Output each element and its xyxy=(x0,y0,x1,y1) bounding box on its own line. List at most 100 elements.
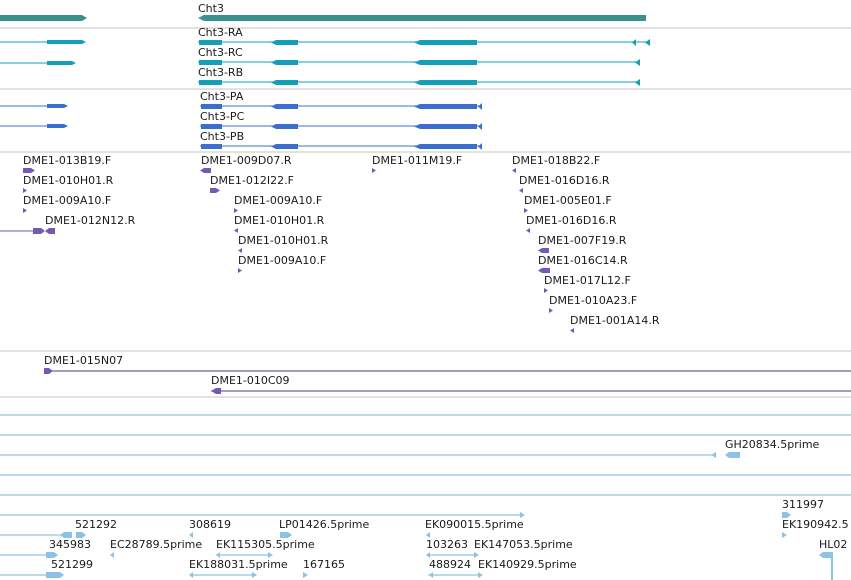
clone-end-feature[interactable] xyxy=(570,328,574,333)
est-label: EK190942.5 xyxy=(782,518,849,531)
transcript-exon[interactable] xyxy=(635,79,640,86)
est-feature[interactable] xyxy=(831,558,833,580)
est-feature[interactable] xyxy=(110,552,114,558)
clone-end-feature[interactable] xyxy=(538,248,549,253)
protein-exon[interactable] xyxy=(478,103,482,110)
clone-end-feature[interactable] xyxy=(544,288,548,293)
clone-end-feature[interactable] xyxy=(234,228,238,233)
est-feature[interactable] xyxy=(189,572,193,578)
est-feature[interactable] xyxy=(429,572,433,578)
transcript-exon[interactable] xyxy=(47,40,86,44)
est-feature[interactable] xyxy=(252,572,257,578)
clone-end-label: DME1-010H01.R xyxy=(234,214,325,227)
clone-end-label: DME1-007F19.R xyxy=(538,234,627,247)
protein-exon[interactable] xyxy=(414,104,477,109)
clone-end-feature[interactable] xyxy=(23,168,35,173)
est-feature[interactable] xyxy=(46,572,64,578)
clone-end-feature[interactable] xyxy=(45,228,55,234)
clone-end-label: DME1-009A10.F xyxy=(238,254,326,267)
transcript-exon[interactable] xyxy=(199,40,222,45)
transcript-exon[interactable] xyxy=(47,61,76,65)
transcript-exon[interactable] xyxy=(199,60,222,65)
clone-end-label: DME1-016D16.R xyxy=(526,214,617,227)
est-feature[interactable] xyxy=(711,452,716,458)
protein-exon[interactable] xyxy=(201,144,222,149)
est-feature[interactable] xyxy=(782,532,787,538)
est-feature[interactable] xyxy=(725,452,740,458)
protein-exon[interactable] xyxy=(478,123,482,130)
est-label: EK115305.5prime xyxy=(216,538,315,551)
clone-pair-end[interactable] xyxy=(211,388,221,394)
protein-exon[interactable] xyxy=(271,104,298,109)
clone-end-label: DME1-012N12.R xyxy=(45,214,136,227)
clone-end-feature[interactable] xyxy=(210,188,220,193)
clone-end-feature[interactable] xyxy=(524,208,528,213)
transcript-exon[interactable] xyxy=(414,40,477,45)
clone-end-feature[interactable] xyxy=(549,308,553,313)
est-track: GH20834.5prime 311997 EK190942.5 HL02 52… xyxy=(0,414,851,580)
est-feature[interactable] xyxy=(76,532,86,538)
protein-exon[interactable] xyxy=(47,124,68,128)
est-label: EC28789.5prime xyxy=(110,538,202,551)
protein-exon[interactable] xyxy=(271,144,298,149)
gene-feature-cht3[interactable] xyxy=(198,15,646,21)
est-feature[interactable] xyxy=(268,552,273,558)
clone-end-track: DME1-013B19.F DME1-010H01.R DME1-009A10.… xyxy=(0,154,660,333)
clone-end-label: DME1-016D16.R xyxy=(519,174,610,187)
protein-exon[interactable] xyxy=(271,124,298,129)
est-feature[interactable] xyxy=(189,532,193,538)
transcript-exon[interactable] xyxy=(645,39,650,46)
clone-end-feature[interactable] xyxy=(538,268,550,273)
clone-end-feature[interactable] xyxy=(23,208,27,213)
transcript-exon[interactable] xyxy=(414,60,477,65)
gene-feature-left[interactable] xyxy=(0,15,87,21)
transcript-exon[interactable] xyxy=(635,59,640,66)
est-feature[interactable] xyxy=(280,532,292,538)
clone-end-label: DME1-013B19.F xyxy=(23,154,111,167)
est-label: LP01426.5prime xyxy=(279,518,370,531)
est-feature[interactable] xyxy=(520,512,525,518)
clone-end-feature[interactable] xyxy=(519,188,523,193)
clone-pair-track: DME1-015N07 DME1-010C09 xyxy=(44,354,851,394)
clone-end-label: DME1-012I22.F xyxy=(210,174,294,187)
transcript-exon[interactable] xyxy=(271,60,298,65)
transcript-exon[interactable] xyxy=(632,39,636,46)
clone-end-feature[interactable] xyxy=(238,248,242,253)
transcript-exon[interactable] xyxy=(414,80,477,85)
est-feature[interactable] xyxy=(426,532,430,538)
protein-exon[interactable] xyxy=(414,144,477,149)
est-feature[interactable] xyxy=(303,572,308,578)
protein-exon[interactable] xyxy=(414,124,477,129)
protein-exon[interactable] xyxy=(47,104,68,108)
est-feature[interactable] xyxy=(46,552,58,558)
clone-end-feature[interactable] xyxy=(33,228,45,234)
est-feature[interactable] xyxy=(782,512,791,518)
clone-pair-end[interactable] xyxy=(44,368,53,374)
est-feature[interactable] xyxy=(474,552,479,558)
est-label: 488924 xyxy=(429,558,471,571)
protein-exon[interactable] xyxy=(201,124,222,129)
clone-end-feature[interactable] xyxy=(234,208,238,213)
clone-end-feature[interactable] xyxy=(238,268,242,273)
clone-end-feature[interactable] xyxy=(512,168,516,173)
gene-label: Cht3 xyxy=(198,2,224,15)
clone-end-feature[interactable] xyxy=(372,168,376,173)
clone-end-feature[interactable] xyxy=(200,168,211,173)
protein-exon[interactable] xyxy=(478,143,482,150)
clone-end-feature[interactable] xyxy=(23,188,27,193)
transcript-exon[interactable] xyxy=(271,40,298,45)
clone-end-label: DME1-005E01.F xyxy=(524,194,612,207)
est-feature[interactable] xyxy=(426,552,430,558)
est-feature[interactable] xyxy=(60,532,72,538)
clone-end-label: DME1-010A23.F xyxy=(549,294,637,307)
est-feature[interactable] xyxy=(478,572,483,578)
transcript-exon[interactable] xyxy=(271,80,298,85)
protein-label-pa: Cht3-PA xyxy=(200,90,244,103)
transcript-exon[interactable] xyxy=(199,80,222,85)
protein-exon[interactable] xyxy=(201,104,222,109)
est-feature[interactable] xyxy=(819,552,833,558)
gene-track: Cht3 xyxy=(0,2,646,21)
clone-end-feature[interactable] xyxy=(526,228,530,233)
est-feature[interactable] xyxy=(216,552,220,558)
